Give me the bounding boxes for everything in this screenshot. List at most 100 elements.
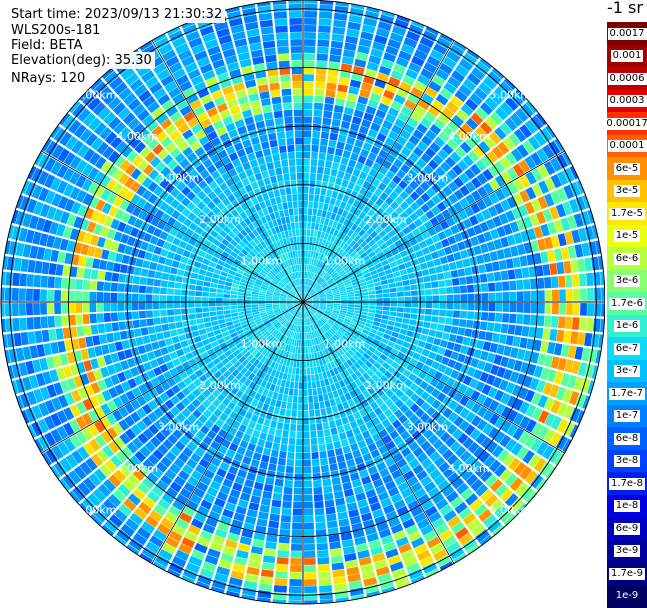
range-gate-cell xyxy=(259,576,273,585)
range-gate-cell xyxy=(312,304,319,308)
range-gate-cell xyxy=(304,572,317,579)
range-gate-cell xyxy=(373,361,382,370)
range-gate-cell xyxy=(332,220,339,229)
range-gate-cell xyxy=(506,358,516,370)
range-gate-cell xyxy=(179,370,189,380)
range-gate-cell xyxy=(252,270,260,276)
range-gate-cell xyxy=(232,482,243,492)
range-gate-cell xyxy=(512,257,521,268)
range-gate-cell xyxy=(173,135,185,147)
range-gate-cell xyxy=(213,408,223,418)
range-gate-cell xyxy=(340,346,347,353)
range-gate-cell xyxy=(11,380,19,395)
range-gate-cell xyxy=(82,398,94,411)
range-gate-cell xyxy=(272,492,283,501)
range-gate-cell xyxy=(178,123,190,134)
range-gate-cell xyxy=(391,248,400,256)
range-gate-cell xyxy=(452,164,463,176)
range-gate-cell xyxy=(457,353,466,363)
range-gate-cell xyxy=(274,289,281,294)
range-gate-cell xyxy=(556,435,568,450)
range-gate-cell xyxy=(475,254,485,265)
range-gate-cell xyxy=(221,207,230,216)
range-gate-cell xyxy=(288,315,293,322)
range-gate-cell xyxy=(166,302,174,309)
range-gate-cell xyxy=(410,87,424,98)
range-gate-cell xyxy=(256,344,264,351)
range-gate-cell xyxy=(207,266,215,273)
range-gate-cell xyxy=(303,88,314,96)
range-gate-cell xyxy=(400,360,409,369)
range-gate-cell xyxy=(303,201,308,208)
range-gate-cell xyxy=(147,101,160,114)
range-gate-cell xyxy=(339,201,347,210)
range-gate-cell xyxy=(551,303,559,315)
range-gate-cell xyxy=(347,339,354,346)
range-gate-cell xyxy=(313,479,322,488)
range-gate-cell xyxy=(327,362,333,370)
range-gate-cell xyxy=(214,434,224,444)
range-gate-cell xyxy=(270,420,277,429)
range-gate-cell xyxy=(147,138,160,150)
range-gate-cell xyxy=(256,377,263,386)
range-gate-cell xyxy=(257,157,266,166)
range-gate-cell xyxy=(557,357,567,371)
range-gate-cell xyxy=(368,357,376,365)
range-gate-cell xyxy=(450,326,459,335)
range-gate-cell xyxy=(327,449,336,458)
range-gate-cell xyxy=(536,380,546,393)
range-gate-cell xyxy=(511,384,522,397)
range-gate-cell xyxy=(83,232,93,244)
range-gate-cell xyxy=(181,361,191,370)
range-gate-cell xyxy=(303,74,314,82)
range-gate-cell xyxy=(420,440,432,452)
range-gate-cell xyxy=(188,313,196,320)
range-gate-cell xyxy=(432,154,444,165)
range-gate-cell xyxy=(298,311,301,319)
range-gate-cell xyxy=(333,322,341,329)
range-gate-cell xyxy=(406,363,415,372)
range-gate-cell xyxy=(69,155,82,170)
range-gate-cell xyxy=(97,270,106,281)
range-gate-cell xyxy=(446,341,455,350)
range-gate-cell xyxy=(81,163,94,177)
range-gate-cell xyxy=(493,322,502,333)
range-gate-cell xyxy=(354,378,363,387)
range-gate-cell xyxy=(223,289,231,294)
range-gate-cell xyxy=(242,433,251,443)
range-gate-cell xyxy=(310,280,314,287)
range-gate-cell xyxy=(305,353,309,361)
range-gate-cell xyxy=(481,302,489,311)
range-gate-cell xyxy=(118,321,127,331)
range-gate-cell xyxy=(99,259,108,270)
range-gate-cell xyxy=(303,257,306,264)
range-gate-cell xyxy=(200,365,210,374)
range-gate-cell xyxy=(149,235,159,245)
range-gate-cell xyxy=(433,371,443,381)
range-gate-cell xyxy=(93,369,103,381)
range-gate-cell xyxy=(336,357,343,365)
range-gate-cell xyxy=(437,479,450,492)
range-gate-cell xyxy=(314,88,325,96)
range-gate-cell xyxy=(156,461,168,473)
range-gate-cell xyxy=(382,288,390,294)
range-gate-cell xyxy=(192,388,202,398)
range-gate-cell xyxy=(153,228,163,238)
range-gate-cell xyxy=(408,152,420,163)
range-gate-cell xyxy=(284,286,291,292)
range-gate-cell xyxy=(261,425,269,434)
range-gate-cell xyxy=(505,210,516,222)
range-gate-cell xyxy=(360,446,370,456)
range-gate-cell xyxy=(233,235,241,244)
range-gate-cell xyxy=(434,354,444,363)
range-gate-cell xyxy=(204,253,213,261)
range-gate-cell xyxy=(197,323,205,330)
range-gate-cell xyxy=(413,80,427,92)
range-gate-cell xyxy=(376,266,385,273)
range-gate-cell xyxy=(295,303,301,309)
range-gate-cell xyxy=(329,227,336,235)
range-gate-cell xyxy=(473,145,485,158)
range-gate-cell xyxy=(390,100,403,111)
range-gate-cell xyxy=(303,417,309,425)
range-gate-cell xyxy=(209,353,218,361)
